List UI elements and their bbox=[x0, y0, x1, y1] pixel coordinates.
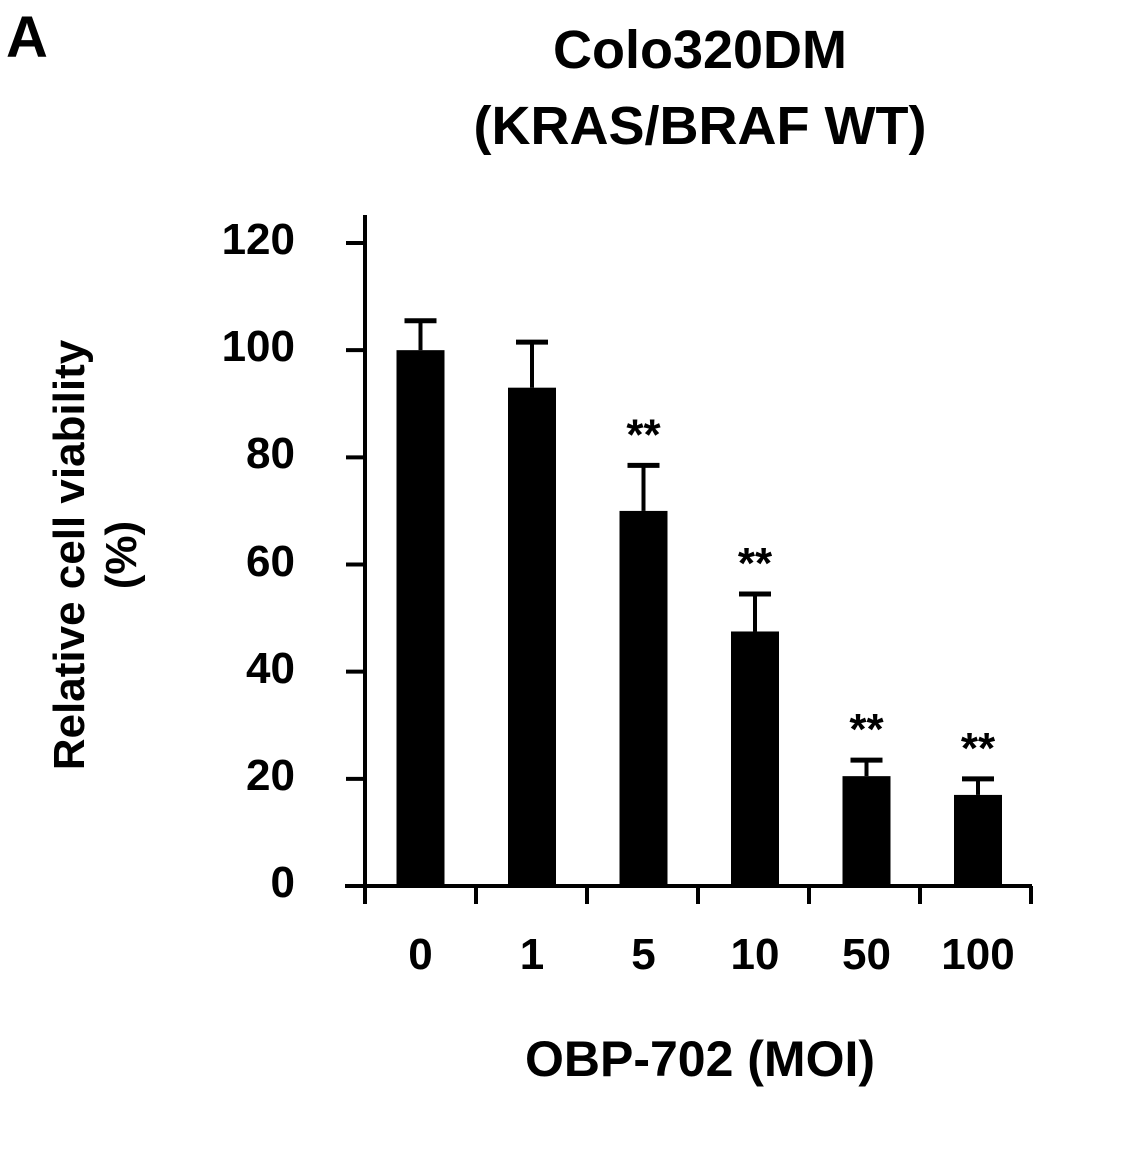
y-tick-label: 40 bbox=[246, 643, 295, 693]
svg-text:**: ** bbox=[849, 705, 884, 754]
x-tick-label: 1 bbox=[519, 930, 545, 979]
x-tick-label: 10 bbox=[730, 930, 780, 979]
chart-subtitle: (KRAS/BRAF WT) bbox=[473, 96, 927, 156]
y-tick-label: 0 bbox=[270, 858, 295, 907]
y-tick-label: 100 bbox=[221, 322, 295, 372]
chart-title: Colo320DM bbox=[552, 20, 848, 80]
x-tick-label: 50 bbox=[842, 930, 891, 979]
panel-label: A bbox=[6, 5, 48, 70]
x-tick-label: 5 bbox=[631, 930, 656, 979]
y-tick-label: 120 bbox=[221, 215, 295, 264]
x-tick-label: 0 bbox=[408, 930, 433, 979]
x-axis-label: OBP-702 (MOI) bbox=[524, 1031, 876, 1087]
svg-text:**: ** bbox=[626, 410, 661, 459]
y-tick-label: 80 bbox=[246, 429, 295, 479]
svg-text:**: ** bbox=[738, 539, 773, 588]
y-tick-label: 20 bbox=[246, 750, 295, 800]
y-tick-label: 60 bbox=[246, 536, 295, 586]
x-tick-label: 100 bbox=[941, 930, 1015, 979]
svg-text:**: ** bbox=[961, 724, 996, 773]
